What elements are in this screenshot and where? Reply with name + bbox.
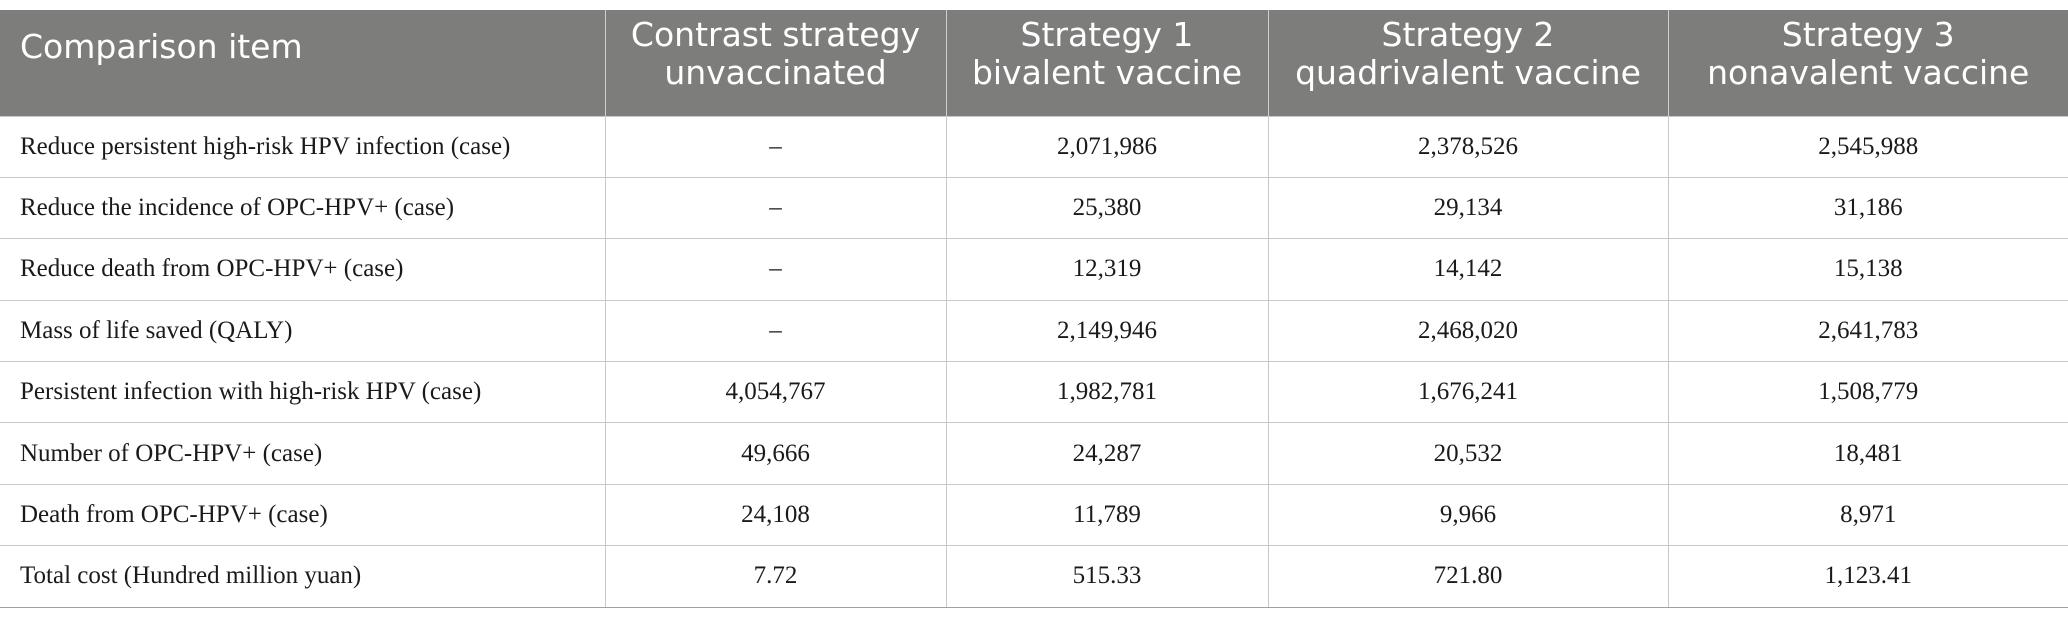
header-strategy-2: Strategy 2 quadrivalent vaccine xyxy=(1267,10,1669,116)
table-cell: 18,481 xyxy=(1667,422,2068,485)
table-cell: 20,532 xyxy=(1267,422,1669,485)
header-contrast-strategy: Contrast strategy unvaccinated xyxy=(604,10,947,116)
row-label: Reduce persistent high-risk HPV infectio… xyxy=(0,115,606,178)
table-cell: 24,108 xyxy=(604,483,947,547)
table-row: Death from OPC-HPV+ (case) 24,108 11,789… xyxy=(0,483,2068,547)
table-row: Reduce death from OPC-HPV+ (case) – 12,3… xyxy=(0,238,2068,301)
row-label: Total cost (Hundred million yuan) xyxy=(0,545,606,608)
comparison-table: Comparison item Contrast strategy unvacc… xyxy=(0,10,2068,608)
table-cell: 515.33 xyxy=(945,545,1269,608)
table-row: Reduce persistent high-risk HPV infectio… xyxy=(0,115,2068,178)
table-cell: 2,545,988 xyxy=(1667,115,2068,178)
table-cell: 2,071,986 xyxy=(945,115,1269,178)
header-strategy-3: Strategy 3 nonavalent vaccine xyxy=(1667,10,2068,116)
row-label: Number of OPC-HPV+ (case) xyxy=(0,422,606,485)
table-cell: 1,508,779 xyxy=(1667,361,2068,424)
table-cell: – xyxy=(604,238,947,301)
table-cell: 2,378,526 xyxy=(1267,115,1669,178)
table-cell: 11,789 xyxy=(945,483,1269,547)
table-cell: 31,186 xyxy=(1667,176,2068,240)
table-cell: 49,666 xyxy=(604,422,947,485)
table-cell: 29,134 xyxy=(1267,176,1669,240)
table-cell: 25,380 xyxy=(945,176,1269,240)
table-cell: 2,149,946 xyxy=(945,299,1269,363)
header-row: Comparison item Contrast strategy unvacc… xyxy=(0,10,2068,116)
table-row: Total cost (Hundred million yuan) 7.72 5… xyxy=(0,545,2068,608)
table-cell: 2,468,020 xyxy=(1267,299,1669,363)
header-line: nonavalent vaccine xyxy=(1707,53,2030,92)
table-cell: 2,641,783 xyxy=(1667,299,2068,363)
table-cell: 24,287 xyxy=(945,422,1269,485)
row-label: Mass of life saved (QALY) xyxy=(0,299,606,363)
row-label: Reduce death from OPC-HPV+ (case) xyxy=(0,238,606,301)
header-line: bivalent vaccine xyxy=(971,53,1243,92)
table-cell: 4,054,767 xyxy=(604,361,947,424)
table-cell: 1,982,781 xyxy=(945,361,1269,424)
table-body: Reduce persistent high-risk HPV infectio… xyxy=(0,115,2068,608)
table-cell: – xyxy=(604,115,947,178)
header-line: quadrivalent vaccine xyxy=(1295,53,1641,92)
header-line: Strategy 2 xyxy=(1381,15,1555,54)
header-comparison-item: Comparison item xyxy=(0,10,606,116)
table-cell: 721.80 xyxy=(1267,545,1669,608)
header-line: Comparison item xyxy=(20,27,303,66)
row-label: Persistent infection with high-risk HPV … xyxy=(0,361,606,424)
table-cell: 1,676,241 xyxy=(1267,361,1669,424)
table-row: Reduce the incidence of OPC-HPV+ (case) … xyxy=(0,176,2068,240)
table-cell: 7.72 xyxy=(604,545,947,608)
table-row: Persistent infection with high-risk HPV … xyxy=(0,361,2068,424)
table-cell: 9,966 xyxy=(1267,483,1669,547)
header-line: Strategy 1 xyxy=(1020,15,1194,54)
table-header: Comparison item Contrast strategy unvacc… xyxy=(0,10,2068,116)
table-cell: 12,319 xyxy=(945,238,1269,301)
table-cell: 14,142 xyxy=(1267,238,1669,301)
table-cell: 1,123.41 xyxy=(1667,545,2068,608)
table-cell: 15,138 xyxy=(1667,238,2068,301)
table-cell: – xyxy=(604,299,947,363)
header-line: Contrast strategy xyxy=(630,15,921,54)
table-cell: – xyxy=(604,176,947,240)
table-row: Number of OPC-HPV+ (case) 49,666 24,287 … xyxy=(0,422,2068,485)
header-line: Strategy 3 xyxy=(1781,15,1955,54)
comparison-table-container: Comparison item Contrast strategy unvacc… xyxy=(0,10,2068,608)
table-cell: 8,971 xyxy=(1667,483,2068,547)
row-label: Reduce the incidence of OPC-HPV+ (case) xyxy=(0,176,606,240)
header-strategy-1: Strategy 1 bivalent vaccine xyxy=(945,10,1269,116)
table-row: Mass of life saved (QALY) – 2,149,946 2,… xyxy=(0,299,2068,363)
row-label: Death from OPC-HPV+ (case) xyxy=(0,483,606,547)
header-line: unvaccinated xyxy=(664,53,887,92)
